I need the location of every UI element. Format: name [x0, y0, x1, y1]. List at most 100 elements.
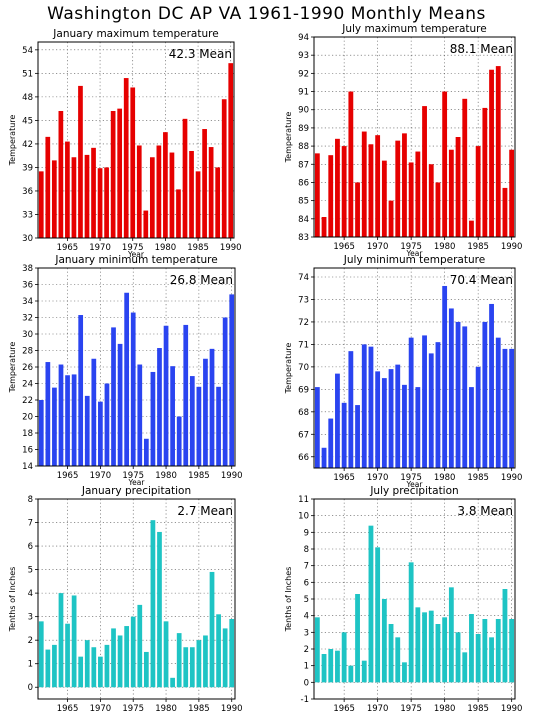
bar: [176, 189, 181, 238]
bar: [455, 321, 461, 468]
y-tick-label: 8: [28, 495, 33, 505]
bar: [482, 619, 488, 683]
x-axis-ticks: 1965 1970 1975 1980 1985 1990: [57, 466, 243, 481]
y-tick-label: 87: [298, 160, 309, 170]
bar: [229, 294, 235, 466]
y-tick-label: 32: [22, 314, 33, 324]
plot-frame: [37, 498, 236, 700]
bar: [137, 364, 143, 466]
bar: [169, 152, 175, 238]
bar-series: [38, 292, 235, 466]
y-axis-ticks: 66 67 68 69 70 71 72 73 74: [298, 273, 314, 463]
bar: [335, 138, 340, 237]
bar: [52, 644, 57, 688]
y-tick-label: 9: [304, 528, 309, 538]
bar: [222, 628, 228, 688]
y-tick-label: 10: [298, 512, 309, 522]
bar: [124, 292, 130, 466]
bar: [381, 599, 387, 683]
bar: [348, 91, 354, 237]
bar: [163, 132, 168, 238]
y-axis-ticks: 30 33 36 39 42 45 48 51 54: [22, 46, 38, 244]
bar: [435, 182, 441, 237]
y-axis-label: Temperature: [8, 115, 17, 167]
bar: [117, 343, 123, 466]
x-tick-label: 1990: [221, 704, 243, 711]
y-tick-label: 30: [22, 330, 33, 340]
bar: [355, 182, 360, 237]
y-tick-label: 36: [22, 187, 33, 197]
bar: [110, 110, 116, 238]
x-axis-ticks: 1965 1970 1975 1980 1985 1990: [57, 699, 243, 711]
x-axis-label: Year: [127, 250, 145, 259]
bar: [78, 85, 83, 239]
x-tick-label: 1985: [188, 704, 210, 711]
bar: [361, 131, 367, 237]
bar: [435, 624, 441, 683]
bar: [415, 607, 421, 683]
y-tick-label: 39: [22, 163, 33, 173]
y-tick-label: 85: [298, 197, 309, 207]
y-tick-label: 70: [298, 363, 309, 373]
plot-frame: [313, 267, 516, 469]
bar: [509, 149, 515, 237]
bar: [442, 91, 448, 237]
bar: [156, 145, 162, 238]
x-tick-label: 1985: [188, 471, 210, 481]
bar: [381, 378, 387, 468]
bar: [462, 98, 468, 238]
bar: [321, 654, 327, 683]
x-axis-label: Year: [128, 478, 146, 487]
bar: [415, 387, 421, 468]
bar: [189, 376, 195, 466]
bar: [91, 358, 97, 466]
bar: [368, 525, 374, 683]
bar: [341, 632, 347, 683]
bar: [163, 621, 169, 688]
bar: [97, 168, 103, 238]
x-tick-label: 1990: [501, 242, 523, 252]
chart-jan-min-temp: January minimum temperature 14 16 18 20 22 24 2…: [8, 254, 243, 487]
bar: [195, 171, 201, 238]
x-tick-label: 1980: [434, 704, 456, 711]
y-axis-ticks: 0 1 2 3 4 5 6 7 8: [28, 495, 38, 693]
bar: [229, 619, 235, 688]
x-tick-label: 1970: [367, 242, 389, 252]
bar: [395, 637, 401, 683]
bar: [428, 610, 434, 683]
x-tick-label: 1990: [220, 243, 242, 253]
y-tick-label: 16: [22, 446, 33, 456]
y-tick-label: 2: [28, 636, 33, 646]
y-tick-label: 73: [298, 295, 309, 305]
x-tick-label: 1990: [501, 704, 523, 711]
bar: [408, 562, 414, 683]
bar: [402, 384, 407, 468]
y-tick-label: 51: [22, 69, 33, 79]
bar: [117, 635, 123, 688]
y-tick-label: 42: [22, 140, 33, 150]
bar: [123, 78, 129, 238]
bar: [355, 594, 360, 683]
bar: [495, 337, 501, 468]
bar: [84, 640, 90, 688]
bar: [45, 649, 51, 688]
x-axis-ticks: 1965 1970 1975 1980 1985 1990: [333, 237, 522, 252]
bar: [489, 303, 494, 468]
bar: [388, 369, 394, 468]
bar: [150, 520, 156, 688]
x-tick-label: 1985: [467, 473, 489, 483]
y-tick-label: 0: [304, 678, 309, 688]
bar: [448, 308, 454, 468]
y-tick-label: 5: [28, 566, 33, 576]
bar: [361, 344, 367, 468]
bar: [489, 69, 494, 238]
x-tick-label: 1975: [122, 471, 144, 481]
y-tick-label: 72: [298, 318, 309, 328]
chart-title: January maximum temperature: [52, 28, 218, 40]
bar: [321, 447, 327, 468]
x-tick-label: 1975: [400, 473, 422, 483]
y-tick-label: 45: [22, 116, 33, 126]
bar: [65, 375, 70, 466]
y-tick-label: 11: [298, 495, 309, 505]
y-tick-label: 86: [298, 178, 309, 188]
